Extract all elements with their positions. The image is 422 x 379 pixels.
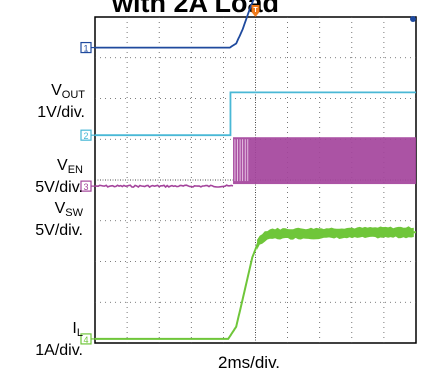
marker-number: 3 bbox=[83, 182, 88, 192]
label-vout: VOUT 1V/div. bbox=[37, 82, 85, 122]
scale-il: 1A/div. bbox=[35, 342, 83, 359]
channel-marker-4: 4 bbox=[80, 333, 95, 345]
label-ven: VEN 5V/div. bbox=[35, 157, 83, 197]
marker-number: 2 bbox=[83, 131, 88, 141]
marker-number: 1 bbox=[83, 44, 88, 54]
series-name-ven: VEN bbox=[57, 157, 83, 176]
trace-vsw-switching bbox=[233, 137, 416, 185]
channel-marker-1: 1 bbox=[80, 41, 95, 54]
trace-vout bbox=[95, 0, 255, 49]
series-name-vout: VOUT bbox=[51, 82, 85, 101]
level-dot bbox=[410, 16, 416, 23]
trace-vsw bbox=[94, 184, 234, 189]
channel-marker-3: 3 bbox=[80, 180, 95, 192]
trigger-marker: T bbox=[251, 5, 260, 17]
chart-title: with 2A Load bbox=[112, 0, 279, 18]
label-il: IL 1A/div. bbox=[35, 320, 83, 360]
series-name-il: IL bbox=[72, 320, 83, 339]
trace-il-ripple bbox=[257, 226, 414, 250]
scale-ven: 5V/div. bbox=[35, 179, 83, 196]
series-name-vsw: VSW bbox=[54, 200, 83, 219]
trigger-marker-label: T bbox=[253, 7, 258, 14]
channel-markers: 1 2 3 4 T bbox=[80, 5, 416, 345]
x-axis-label: 2ms/div. bbox=[218, 353, 281, 372]
scale-vsw: 5V/div. bbox=[35, 222, 83, 239]
traces bbox=[94, 0, 416, 340]
channel-marker-2: 2 bbox=[80, 129, 95, 141]
scale-vout: 1V/div. bbox=[37, 104, 85, 121]
trace-ven bbox=[95, 91, 416, 137]
trigger-marker-shape bbox=[251, 5, 260, 17]
label-vsw: VSW 5V/div. bbox=[35, 200, 83, 240]
marker-number: 4 bbox=[83, 335, 88, 345]
